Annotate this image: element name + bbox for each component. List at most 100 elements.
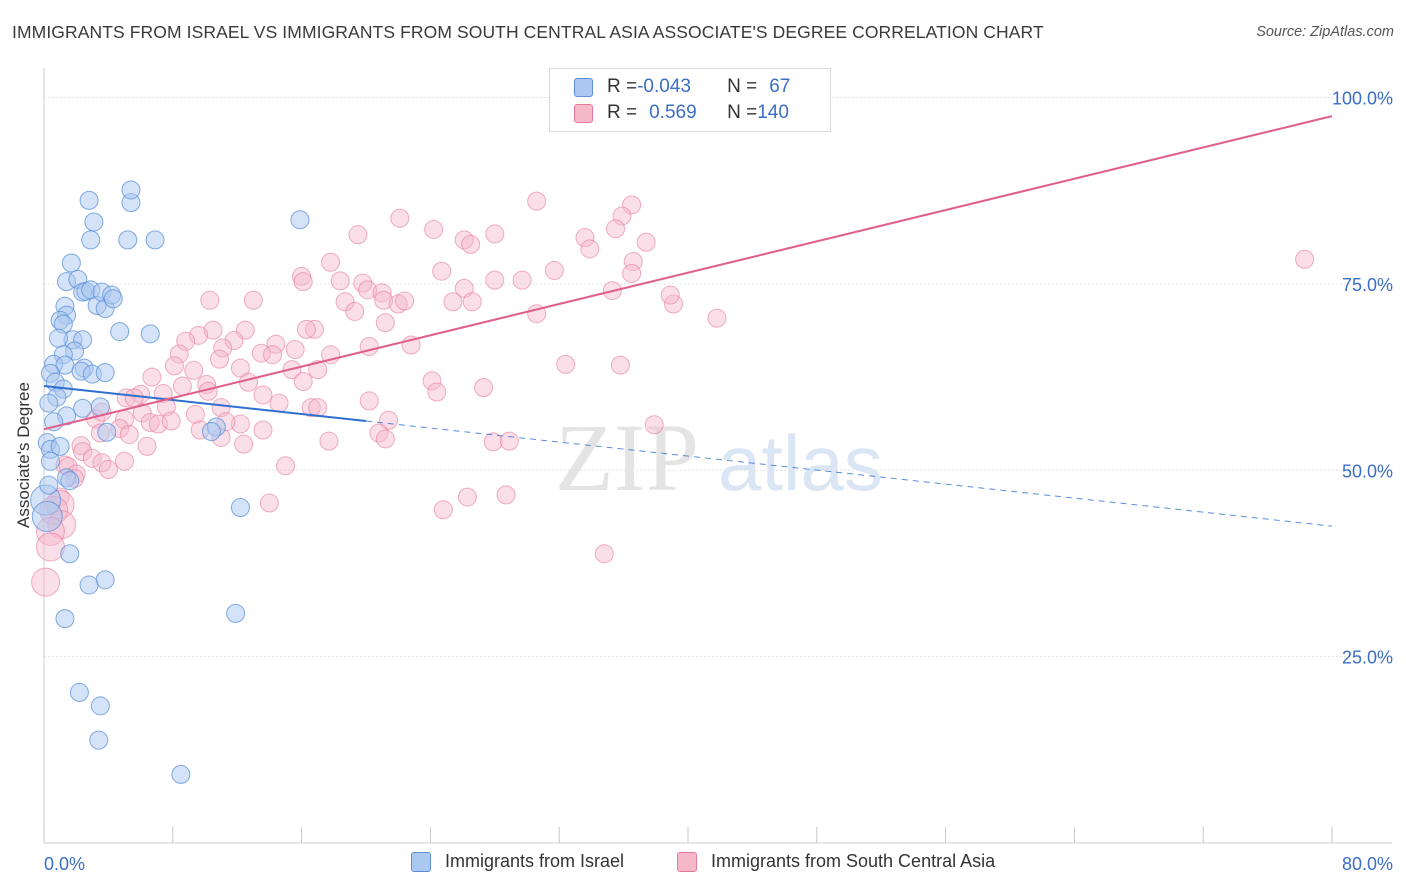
data-point-south-central-asia [358, 280, 378, 300]
data-point-south-central-asia [462, 292, 482, 312]
data-point-south-central-asia [301, 398, 321, 418]
data-point-south-central-asia [319, 431, 339, 451]
data-point-south-central-asia [234, 434, 254, 454]
y-tick-label: 50.0% [1342, 461, 1393, 481]
data-point-south-central-asia [189, 325, 209, 345]
data-point-south-central-asia [527, 191, 547, 211]
data-point-israel [31, 500, 63, 532]
legend-r-value: -0.043 [637, 76, 691, 97]
data-point-south-central-asia [330, 271, 350, 291]
data-point-south-central-asia [176, 331, 196, 351]
data-point-south-central-asia [644, 415, 664, 435]
data-point-israel [79, 190, 99, 210]
data-point-israel [69, 682, 89, 702]
legend-r-label: R = [607, 76, 638, 97]
legend-item-south-central-asia[interactable]: Immigrants from South Central Asia [677, 851, 995, 872]
data-point-israel [60, 544, 80, 564]
data-point-south-central-asia [293, 272, 313, 292]
data-point-south-central-asia [359, 336, 379, 356]
data-point-south-central-asia [606, 219, 626, 239]
data-point-israel [50, 436, 70, 456]
legend-r-label: R = [607, 102, 638, 123]
data-point-south-central-asia [259, 493, 279, 513]
data-point-south-central-asia [622, 195, 642, 215]
watermark-atlas: atlas [718, 419, 883, 507]
legend-swatch-blue [574, 77, 593, 97]
data-point-south-central-asia [172, 376, 192, 396]
data-point-south-central-asia [461, 234, 481, 254]
data-point-israel [55, 609, 75, 629]
watermark-zip: ZIP [555, 404, 699, 511]
legend-swatch-blue [411, 851, 431, 872]
data-point-south-central-asia [594, 544, 614, 564]
data-point-south-central-asia [474, 377, 494, 397]
data-point-south-central-asia [263, 345, 283, 365]
legend-r-value: 0.569 [649, 102, 697, 123]
data-point-south-central-asia [156, 397, 176, 417]
data-point-south-central-asia [137, 436, 157, 456]
data-point-south-central-asia [395, 291, 415, 311]
data-point-israel [60, 471, 80, 491]
data-point-south-central-asia [253, 420, 273, 440]
data-point-south-central-asia [375, 429, 395, 449]
data-point-south-central-asia [374, 290, 394, 310]
data-point-israel [201, 421, 221, 441]
data-point-south-central-asia [224, 331, 244, 351]
data-point-israel [103, 289, 123, 309]
data-point-south-central-asia [375, 313, 395, 333]
data-point-south-central-asia [348, 225, 368, 245]
data-point-israel [110, 322, 130, 342]
data-point-south-central-asia [1295, 249, 1315, 269]
south-central-asia-points [31, 191, 1315, 597]
data-point-south-central-asia [424, 219, 444, 239]
israel-points [30, 180, 310, 784]
data-point-south-central-asia [132, 403, 152, 423]
watermark: ZIP atlas [555, 404, 883, 511]
data-point-south-central-asia [98, 460, 118, 480]
data-point-south-central-asia [580, 239, 600, 259]
legend-n-label: N = [727, 76, 758, 97]
data-point-south-central-asia [443, 292, 463, 312]
legend-item-israel[interactable]: Immigrants from Israel [411, 851, 624, 872]
data-point-south-central-asia [164, 356, 184, 376]
legend-row-israel: R = -0.043 N = 67 [574, 75, 790, 99]
data-point-south-central-asia [612, 206, 632, 226]
data-point-israel [89, 730, 109, 750]
y-tick-label: 75.0% [1342, 275, 1393, 295]
data-point-south-central-asia [253, 385, 273, 405]
data-point-south-central-asia [293, 372, 313, 392]
data-point-south-central-asia [276, 456, 295, 476]
data-point-south-central-asia [209, 349, 229, 369]
data-point-south-central-asia [485, 224, 505, 244]
data-point-south-central-asia [422, 371, 442, 391]
data-point-south-central-asia [269, 393, 289, 413]
data-point-south-central-asia [203, 320, 223, 340]
data-point-south-central-asia [266, 334, 286, 354]
data-point-israel [95, 363, 115, 383]
data-point-south-central-asia [169, 344, 189, 364]
data-point-south-central-asia [660, 285, 680, 305]
series-legend: Immigrants from Israel Immigrants from S… [0, 851, 1406, 877]
trend-line-israel [43, 385, 367, 423]
data-point-south-central-asia [200, 290, 220, 310]
data-point-south-central-asia [544, 260, 564, 280]
data-point-israel [95, 570, 115, 590]
y-tick-label: 100.0% [1332, 89, 1393, 109]
data-point-south-central-asia [296, 319, 316, 339]
correlation-legend: R = -0.043 N = 67 R = 0.569 N = 140 [549, 68, 831, 132]
data-point-south-central-asia [432, 261, 452, 281]
data-point-south-central-asia [433, 500, 453, 520]
y-axis-label: Associate's Degree [14, 382, 33, 528]
data-point-south-central-asia [427, 382, 447, 402]
data-point-south-central-asia [390, 208, 410, 228]
data-point-south-central-asia [35, 532, 65, 562]
data-point-south-central-asia [243, 290, 263, 310]
data-point-israel [145, 230, 165, 250]
data-point-israel [97, 422, 117, 442]
data-point-south-central-asia [31, 567, 61, 597]
data-point-south-central-asia [636, 232, 656, 252]
legend-label-south-central-asia: Immigrants from South Central Asia [711, 851, 996, 871]
x-tick-label: 0.0% [44, 854, 85, 874]
data-point-south-central-asia [335, 292, 355, 312]
